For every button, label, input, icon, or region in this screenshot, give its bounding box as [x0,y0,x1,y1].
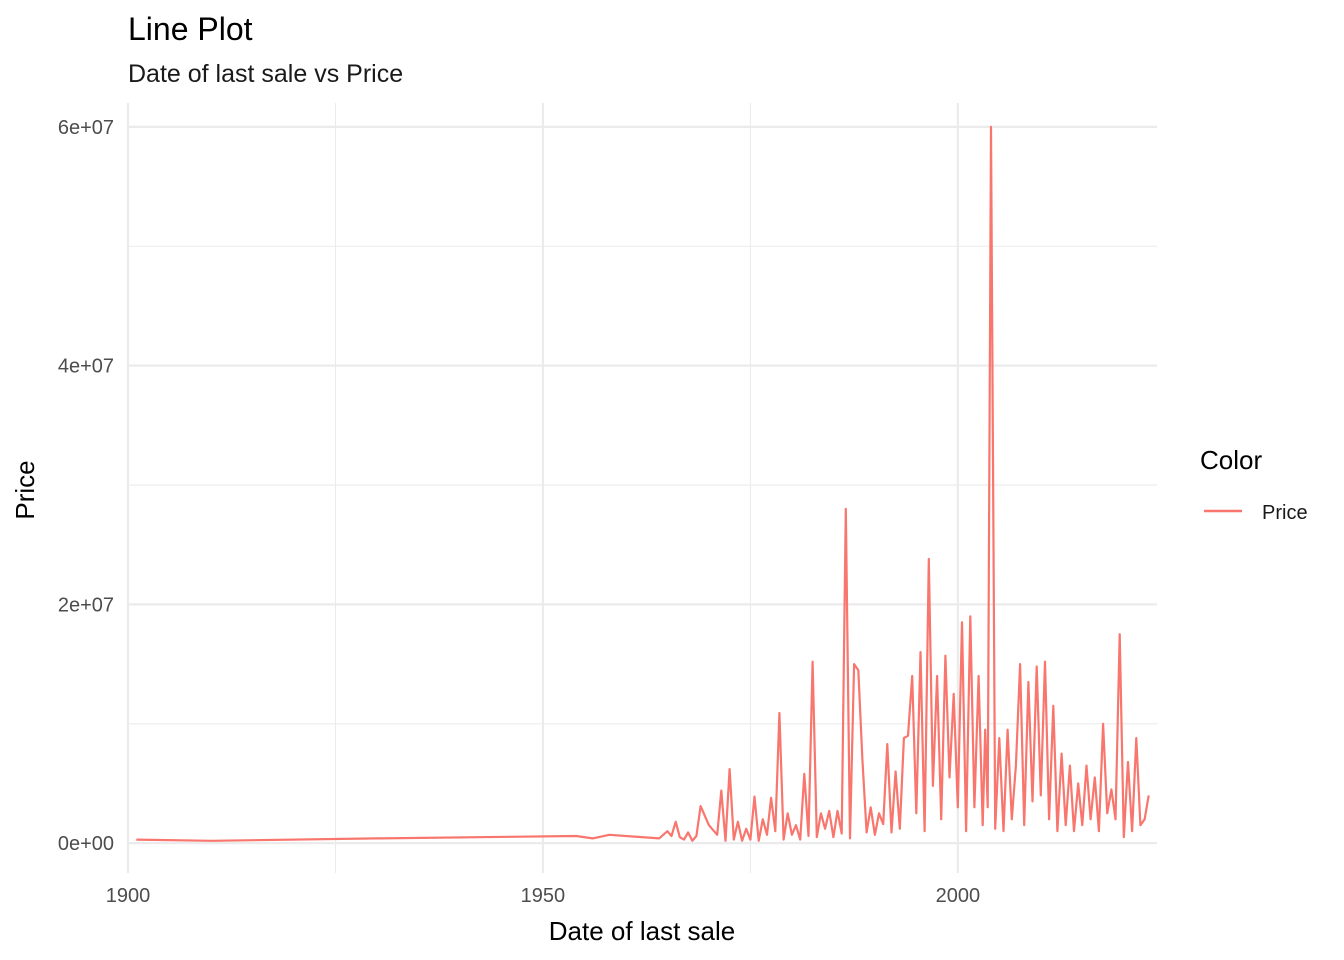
y-axis-title: Price [10,460,40,519]
y-tick-label: 0e+00 [58,833,114,855]
chart-title: Line Plot [128,11,253,47]
y-tick-label: 2e+07 [58,594,114,616]
y-tick-label: 6e+07 [58,117,114,139]
grid [126,103,1157,873]
series-line-price [136,125,1150,842]
x-tick-label: 1950 [521,885,566,907]
x-tick-label: 2000 [936,885,981,907]
y-axis-ticks: 0e+00 2e+07 4e+07 6e+07 [58,117,114,855]
legend: Color Price [1200,445,1308,524]
x-axis-ticks: 1900 1950 2000 [106,885,980,907]
series-layer [136,125,1150,842]
chart-subtitle: Date of last sale vs Price [128,60,403,88]
legend-label-price: Price [1262,502,1308,524]
x-axis-title: Date of last sale [549,916,735,946]
y-tick-label: 4e+07 [58,356,114,378]
x-tick-label: 1900 [106,885,151,907]
legend-title: Color [1200,445,1262,475]
